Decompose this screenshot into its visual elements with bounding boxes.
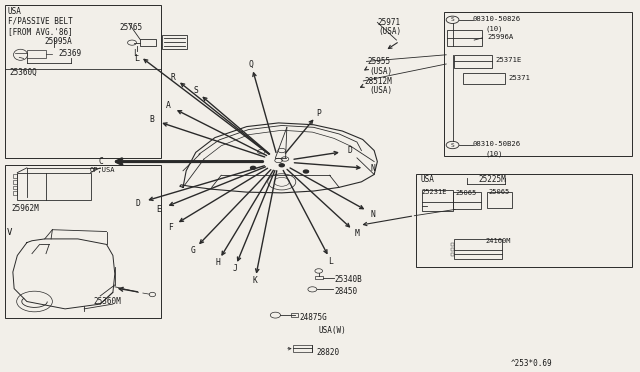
Text: Q: Q <box>249 60 253 69</box>
Bar <box>13 186 17 189</box>
Bar <box>315 276 323 279</box>
Text: 25996A: 25996A <box>487 34 513 40</box>
Bar <box>415 174 632 266</box>
Text: 08310-50B26: 08310-50B26 <box>473 141 521 147</box>
Circle shape <box>250 166 255 169</box>
Text: C: C <box>99 157 104 166</box>
Text: H: H <box>215 258 220 267</box>
Text: 25995A: 25995A <box>45 38 72 46</box>
Text: (USA): (USA) <box>370 67 393 76</box>
Text: 25360M: 25360M <box>94 297 122 306</box>
Bar <box>447 30 483 46</box>
Text: 25340B: 25340B <box>334 275 362 283</box>
Bar <box>463 73 505 84</box>
Bar <box>451 243 454 246</box>
Text: M: M <box>355 229 359 238</box>
Text: 24160M: 24160M <box>486 238 511 244</box>
Bar <box>454 239 502 259</box>
Text: J: J <box>232 264 237 273</box>
Bar <box>4 165 161 318</box>
Text: 28450: 28450 <box>334 287 357 296</box>
Text: 25971: 25971 <box>378 18 401 27</box>
Circle shape <box>303 170 308 173</box>
Text: 28512M: 28512M <box>365 77 392 86</box>
Text: B: B <box>150 115 154 124</box>
Text: 25065: 25065 <box>489 189 510 195</box>
Text: F: F <box>168 222 173 232</box>
Text: 25369: 25369 <box>59 49 82 58</box>
Text: 25765: 25765 <box>119 23 142 32</box>
Text: E: E <box>156 205 161 214</box>
Text: N: N <box>371 209 375 218</box>
Text: V: V <box>6 228 12 237</box>
Text: D: D <box>135 199 140 208</box>
Circle shape <box>279 164 284 167</box>
Bar <box>487 192 513 208</box>
Text: L: L <box>134 49 138 58</box>
Bar <box>13 180 17 184</box>
Bar <box>452 192 481 209</box>
Text: 25065: 25065 <box>455 190 476 196</box>
Text: F/PASSIVE BELT: F/PASSIVE BELT <box>8 17 72 26</box>
Text: (10): (10) <box>486 151 503 157</box>
Text: S: S <box>193 86 198 95</box>
Text: 25231E: 25231E <box>422 189 447 195</box>
Bar <box>291 313 298 317</box>
Bar <box>17 173 91 200</box>
Text: G: G <box>191 246 196 255</box>
Text: 25962M: 25962M <box>11 204 38 213</box>
Bar <box>293 345 312 352</box>
Bar <box>444 12 632 156</box>
Bar <box>140 39 156 46</box>
Text: K: K <box>253 276 257 285</box>
Bar <box>422 190 452 211</box>
Text: L: L <box>134 54 139 62</box>
Text: 25225M: 25225M <box>478 175 506 184</box>
Bar <box>454 55 492 68</box>
Text: S: S <box>451 17 454 22</box>
Text: L: L <box>328 257 333 266</box>
Text: S: S <box>451 142 454 148</box>
Text: USA(W): USA(W) <box>319 326 346 335</box>
Bar <box>13 191 17 195</box>
Text: 25371: 25371 <box>508 75 530 81</box>
Bar <box>4 5 161 158</box>
Text: P: P <box>316 109 321 118</box>
Bar <box>451 253 454 256</box>
Text: USA: USA <box>8 7 22 16</box>
Text: 25955: 25955 <box>368 57 391 66</box>
Bar <box>162 35 188 49</box>
Text: R: R <box>171 73 175 81</box>
Text: 08310-50826: 08310-50826 <box>473 16 521 22</box>
Text: (USA): (USA) <box>370 86 393 95</box>
Text: (10): (10) <box>486 25 503 32</box>
Text: 24875G: 24875G <box>300 312 327 321</box>
Text: A: A <box>166 101 170 110</box>
Text: [FROM AVG.'86]: [FROM AVG.'86] <box>8 27 72 36</box>
Text: (USA): (USA) <box>379 27 402 36</box>
Bar <box>451 248 454 251</box>
Text: 25371E: 25371E <box>495 57 522 63</box>
Text: D: D <box>348 146 353 155</box>
Text: 25360Q: 25360Q <box>9 68 36 77</box>
Text: USA: USA <box>420 175 435 184</box>
Text: 28820: 28820 <box>317 347 340 356</box>
Bar <box>27 50 46 58</box>
Text: N: N <box>371 164 375 173</box>
Bar <box>13 174 17 178</box>
Text: ^253*0.69: ^253*0.69 <box>511 359 553 368</box>
Text: OP,USA: OP,USA <box>90 167 115 173</box>
